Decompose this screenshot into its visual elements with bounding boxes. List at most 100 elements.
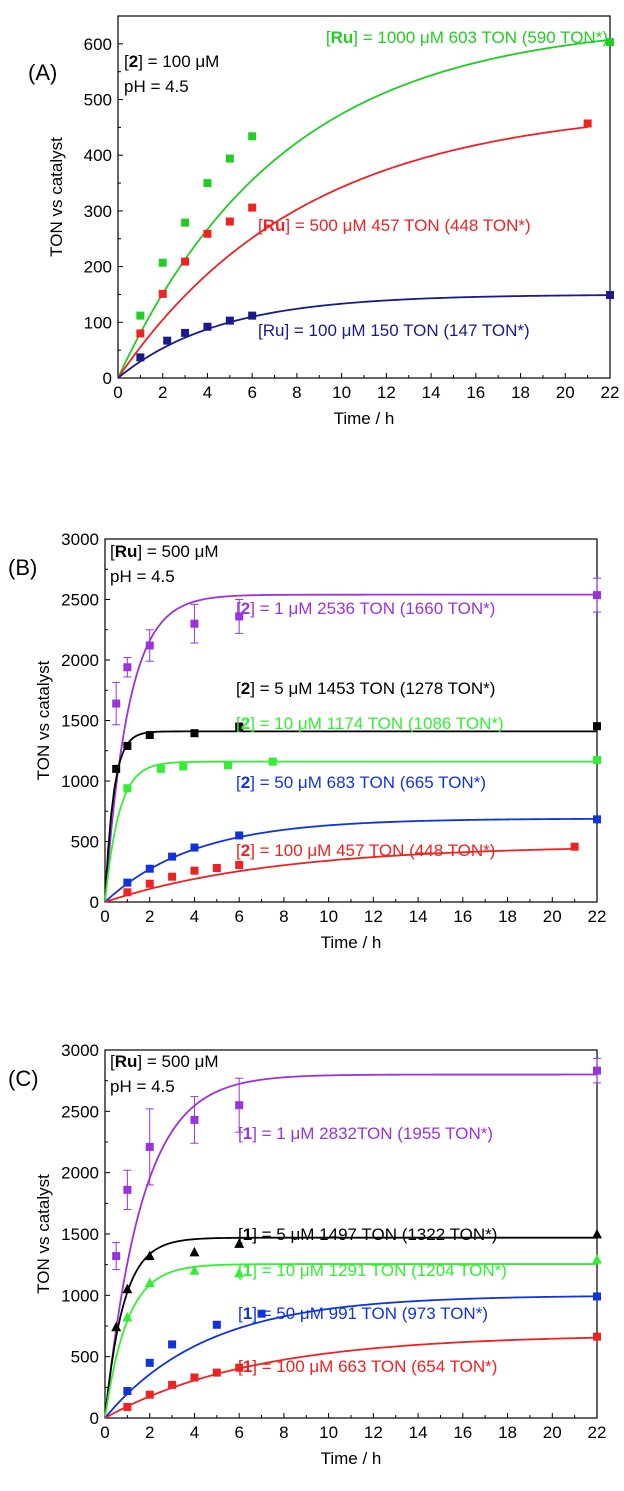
y-axis-title: TON vs catalyst bbox=[47, 137, 66, 257]
series-label-prefix: [ bbox=[238, 1124, 243, 1143]
data-point bbox=[234, 1267, 245, 1278]
data-series: [2] = 10 μM 1174 TON (1086 TON*) bbox=[104, 714, 601, 903]
data-point bbox=[248, 311, 257, 320]
data-point bbox=[179, 762, 188, 771]
series-label: [1] = 10 μM 1291 TON (1204 TON*) bbox=[238, 1261, 507, 1280]
series-label: [2] = 100 μM 457 TON (448 TON*) bbox=[236, 841, 495, 860]
data-point bbox=[181, 328, 190, 337]
series-label-prefix: [ bbox=[238, 1225, 243, 1244]
condition-label: [2] = 100 μM bbox=[124, 52, 219, 71]
y-tick-label: 500 bbox=[84, 91, 112, 110]
series-label-suffix: ] = 100 μM 663 TON (654 TON*) bbox=[252, 1357, 497, 1376]
x-axis-title: Time / h bbox=[321, 1449, 382, 1468]
fit-curve bbox=[104, 1336, 598, 1419]
data-series: [1] = 10 μM 1291 TON (1204 TON*) bbox=[104, 1254, 602, 1419]
x-tick-label: 14 bbox=[422, 383, 441, 402]
data-point bbox=[225, 217, 234, 226]
data-point bbox=[189, 1265, 200, 1275]
x-tick-label: 8 bbox=[279, 907, 288, 926]
data-point bbox=[181, 218, 190, 227]
x-tick-label: 20 bbox=[543, 907, 562, 926]
data-point bbox=[234, 1238, 245, 1248]
x-tick-label: 0 bbox=[100, 1423, 109, 1442]
data-point bbox=[136, 329, 145, 338]
x-tick-label: 12 bbox=[364, 907, 383, 926]
y-tick-label: 600 bbox=[84, 35, 112, 54]
series-label: [Ru] = 1000 μM 603 TON (590 TON*) bbox=[326, 28, 608, 47]
y-tick-label: 3000 bbox=[61, 530, 99, 549]
x-tick-label: 22 bbox=[601, 383, 620, 402]
data-point bbox=[235, 860, 244, 869]
x-axis-title: Time / h bbox=[321, 933, 382, 952]
data-point bbox=[593, 1292, 601, 1301]
fit-curve bbox=[104, 760, 597, 903]
y-tick-label: 1500 bbox=[61, 1225, 99, 1244]
data-point bbox=[235, 1101, 244, 1110]
panel-label: (B) bbox=[8, 555, 37, 580]
x-tick-label: 18 bbox=[498, 907, 517, 926]
series-label: [1] = 50 μM 991 TON (973 TON*) bbox=[238, 1304, 488, 1323]
data-point bbox=[123, 878, 132, 887]
data-point bbox=[606, 38, 614, 47]
y-tick-label: 2500 bbox=[61, 591, 99, 610]
data-series: [2] = 5 μM 1453 TON (1278 TON*) bbox=[104, 679, 601, 903]
fit-curve bbox=[104, 1073, 597, 1419]
data-point bbox=[123, 741, 132, 750]
fit-curve bbox=[117, 126, 588, 379]
series-label-suffix: ] = 1000 μM 603 TON (590 TON*) bbox=[353, 28, 608, 47]
series-label-bold: 1 bbox=[243, 1304, 252, 1323]
series-label-bold: Ru bbox=[331, 28, 354, 47]
condition-label-suffix: ] = 500 μM bbox=[137, 1052, 218, 1071]
series-label-bold: 2 bbox=[241, 841, 250, 860]
condition-label-bold: 2 bbox=[129, 52, 138, 71]
condition-label-prefix: pH = 4.5 bbox=[124, 77, 189, 96]
data-point bbox=[203, 229, 212, 238]
data-point bbox=[112, 1252, 121, 1261]
data-point bbox=[248, 132, 257, 141]
condition-label: [Ru] = 500 μM bbox=[110, 542, 219, 561]
data-point bbox=[145, 641, 154, 650]
data-point bbox=[212, 863, 221, 872]
y-tick-label: 200 bbox=[84, 258, 112, 277]
data-point bbox=[592, 1228, 602, 1239]
data-point bbox=[111, 1321, 122, 1332]
x-tick-label: 14 bbox=[409, 907, 428, 926]
data-series: [1] = 1 μM 2832TON (1955 TON*) bbox=[104, 1057, 601, 1419]
x-tick-label: 10 bbox=[319, 1423, 338, 1442]
data-series: [1] = 5 μM 1497 TON (1322 TON*) bbox=[104, 1225, 602, 1419]
data-series: [Ru] = 500 μM 457 TON (448 TON*) bbox=[117, 119, 592, 379]
data-point bbox=[168, 1380, 177, 1389]
panel-label: (A) bbox=[28, 60, 57, 85]
x-tick-label: 6 bbox=[247, 383, 256, 402]
data-point bbox=[583, 119, 592, 128]
series-label-suffix: ] = 100 μM 457 TON (448 TON*) bbox=[250, 841, 495, 860]
data-point bbox=[224, 761, 232, 770]
data-point bbox=[158, 258, 167, 267]
y-tick-label: 300 bbox=[84, 202, 112, 221]
data-point bbox=[268, 757, 277, 766]
data-point bbox=[112, 764, 121, 773]
condition-label-prefix: [ bbox=[124, 52, 129, 71]
x-tick-label: 4 bbox=[203, 383, 212, 402]
x-tick-label: 18 bbox=[511, 383, 530, 402]
chart-panel: 0 2 4 6 8 10 12 14 16 18 20 22 0 500 1000 1500 2000 2500 3… bbox=[8, 1041, 606, 1468]
data-point bbox=[593, 1066, 601, 1075]
series-label: [1] = 100 μM 663 TON (654 TON*) bbox=[238, 1357, 497, 1376]
data-series: [1] = 50 μM 991 TON (973 TON*) bbox=[104, 1292, 601, 1419]
data-point bbox=[136, 353, 145, 362]
series-label-suffix: ] = 10 μM 1174 TON (1086 TON*) bbox=[250, 714, 503, 733]
data-point bbox=[123, 888, 132, 897]
series-label-bold: 1 bbox=[243, 1124, 252, 1143]
x-tick-label: 16 bbox=[453, 907, 472, 926]
series-label-prefix: [ bbox=[258, 216, 263, 235]
data-series: [Ru] = 100 μM 150 TON (147 TON*) bbox=[117, 291, 614, 379]
series-label: [Ru] = 100 μM 150 TON (147 TON*) bbox=[258, 321, 530, 340]
x-tick-label: 6 bbox=[234, 907, 243, 926]
fit-curve bbox=[104, 817, 598, 903]
x-tick-label: 2 bbox=[158, 383, 167, 402]
data-point bbox=[235, 831, 244, 840]
x-tick-label: 22 bbox=[588, 907, 607, 926]
series-label-bold: 2 bbox=[241, 714, 250, 733]
data-point bbox=[145, 1142, 154, 1151]
